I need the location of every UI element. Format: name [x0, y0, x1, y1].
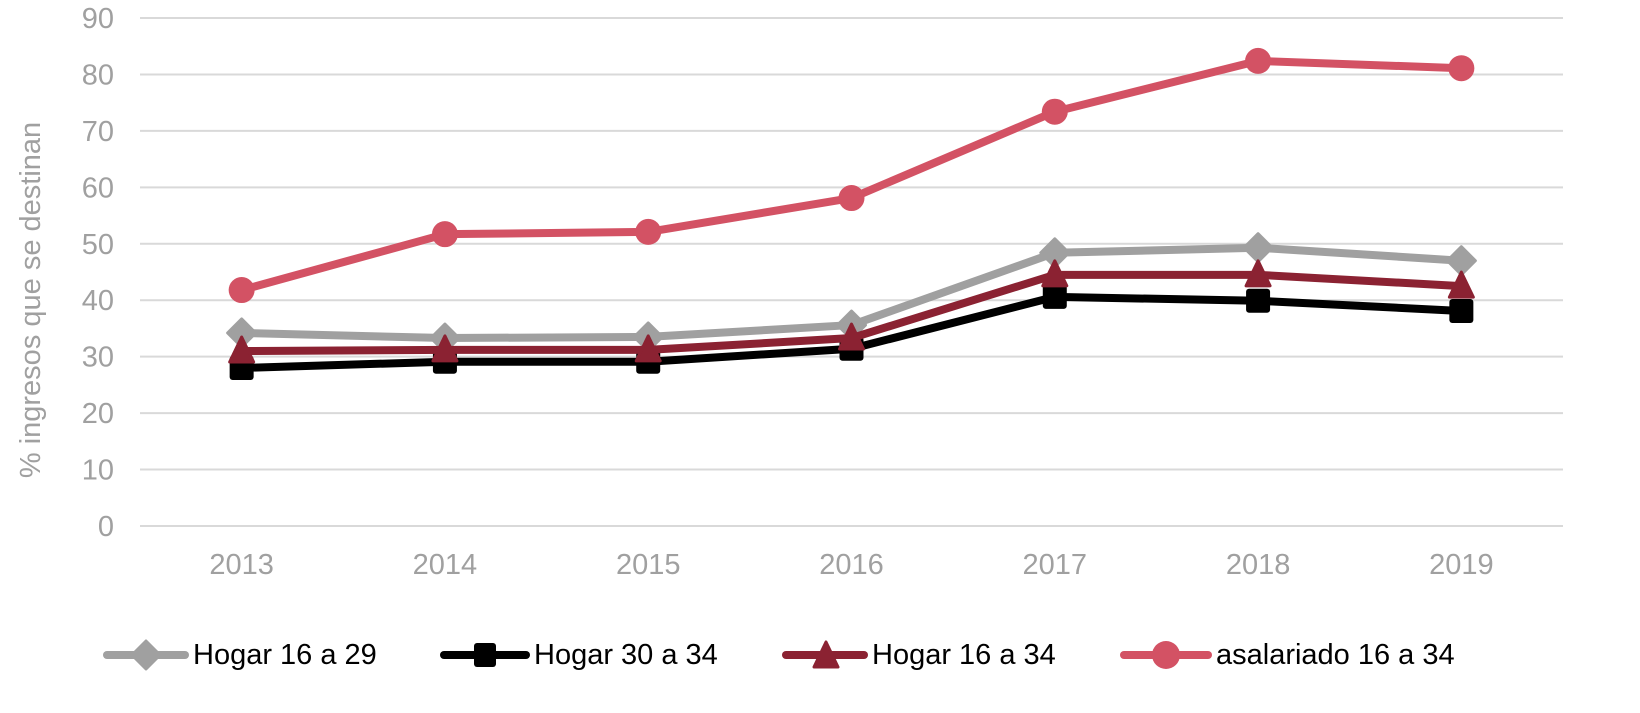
triangle-marker-icon — [782, 640, 868, 669]
y-tick-label: 50 — [82, 229, 114, 261]
y-tick-label: 70 — [82, 116, 114, 148]
legend-item-hogar-16-34[interactable]: Hogar 16 a 34 — [782, 630, 1056, 680]
data-point-circle-marker — [431, 221, 458, 248]
legend-label: asalariado 16 a 34 — [1216, 638, 1455, 671]
series-hogar-16-a-34 — [228, 259, 1475, 364]
data-point-circle-marker — [1448, 55, 1475, 82]
x-axis-ticks: 2013 2014 2015 2016 2017 2018 2019 — [209, 549, 1493, 581]
x-tick-label: 2013 — [209, 549, 274, 581]
data-point-square-marker — [1449, 298, 1474, 323]
series-asalariado-16-a-34 — [228, 47, 1475, 304]
legend-item-hogar-30-34[interactable]: Hogar 30 a 34 — [440, 630, 718, 680]
data-point-circle-marker — [1041, 98, 1068, 125]
data-point-triangle-marker — [634, 334, 662, 363]
legend-label: Hogar 30 a 34 — [534, 638, 718, 671]
data-point-diamond-marker — [1242, 232, 1274, 264]
data-point-triangle-marker — [838, 322, 865, 351]
y-tick-label: 10 — [82, 455, 114, 487]
x-tick-label: 2014 — [413, 549, 478, 581]
y-tick-label: 0 — [98, 511, 114, 543]
data-point-triangle-marker — [431, 334, 459, 363]
y-axis-ticks: 0 10 20 30 40 50 60 70 80 90 — [82, 3, 114, 543]
square-marker-icon — [440, 643, 530, 667]
data-point-square-marker — [1042, 284, 1067, 309]
y-tick-label: 60 — [82, 172, 114, 204]
series-lines — [226, 47, 1477, 380]
y-tick-label: 80 — [82, 59, 114, 91]
legend-label: Hogar 16 a 29 — [193, 638, 377, 671]
y-tick-label: 40 — [82, 285, 114, 317]
line-chart: 0 10 20 30 40 50 60 70 80 90 2013 2014 2015 2016 2017… — [15, 3, 1563, 581]
y-tick-label: 20 — [82, 398, 114, 430]
y-axis-label: % ingresos que se destinan — [15, 122, 47, 478]
legend: Hogar 16 a 29 Hogar 30 a 34 Hogar 16 a 3… — [0, 630, 1640, 680]
data-point-circle-marker — [635, 218, 662, 245]
data-point-triangle-marker — [1244, 259, 1272, 288]
gridlines — [140, 17, 1563, 527]
y-tick-label: 30 — [82, 342, 114, 374]
y-tick-label: 90 — [82, 3, 114, 35]
circle-marker-icon — [1120, 641, 1212, 669]
data-point-circle-marker — [228, 277, 255, 304]
data-point-square-marker — [1246, 288, 1271, 313]
legend-item-asalariado-16-34[interactable]: asalariado 16 a 34 — [1120, 630, 1455, 680]
x-tick-label: 2017 — [1023, 549, 1088, 581]
data-point-circle-marker — [1245, 47, 1272, 74]
data-point-triangle-marker — [1447, 270, 1475, 299]
data-point-triangle-marker — [228, 335, 256, 364]
legend-label: Hogar 16 a 34 — [872, 638, 1056, 671]
x-tick-label: 2018 — [1226, 549, 1291, 581]
x-tick-label: 2015 — [616, 549, 681, 581]
legend-item-hogar-16-29[interactable]: Hogar 16 a 29 — [103, 630, 377, 680]
diamond-marker-icon — [103, 639, 189, 671]
data-point-diamond-marker — [1445, 245, 1477, 277]
data-point-triangle-marker — [1041, 259, 1069, 288]
data-point-circle-marker — [838, 185, 865, 212]
x-tick-label: 2019 — [1429, 549, 1494, 581]
x-tick-label: 2016 — [819, 549, 884, 581]
